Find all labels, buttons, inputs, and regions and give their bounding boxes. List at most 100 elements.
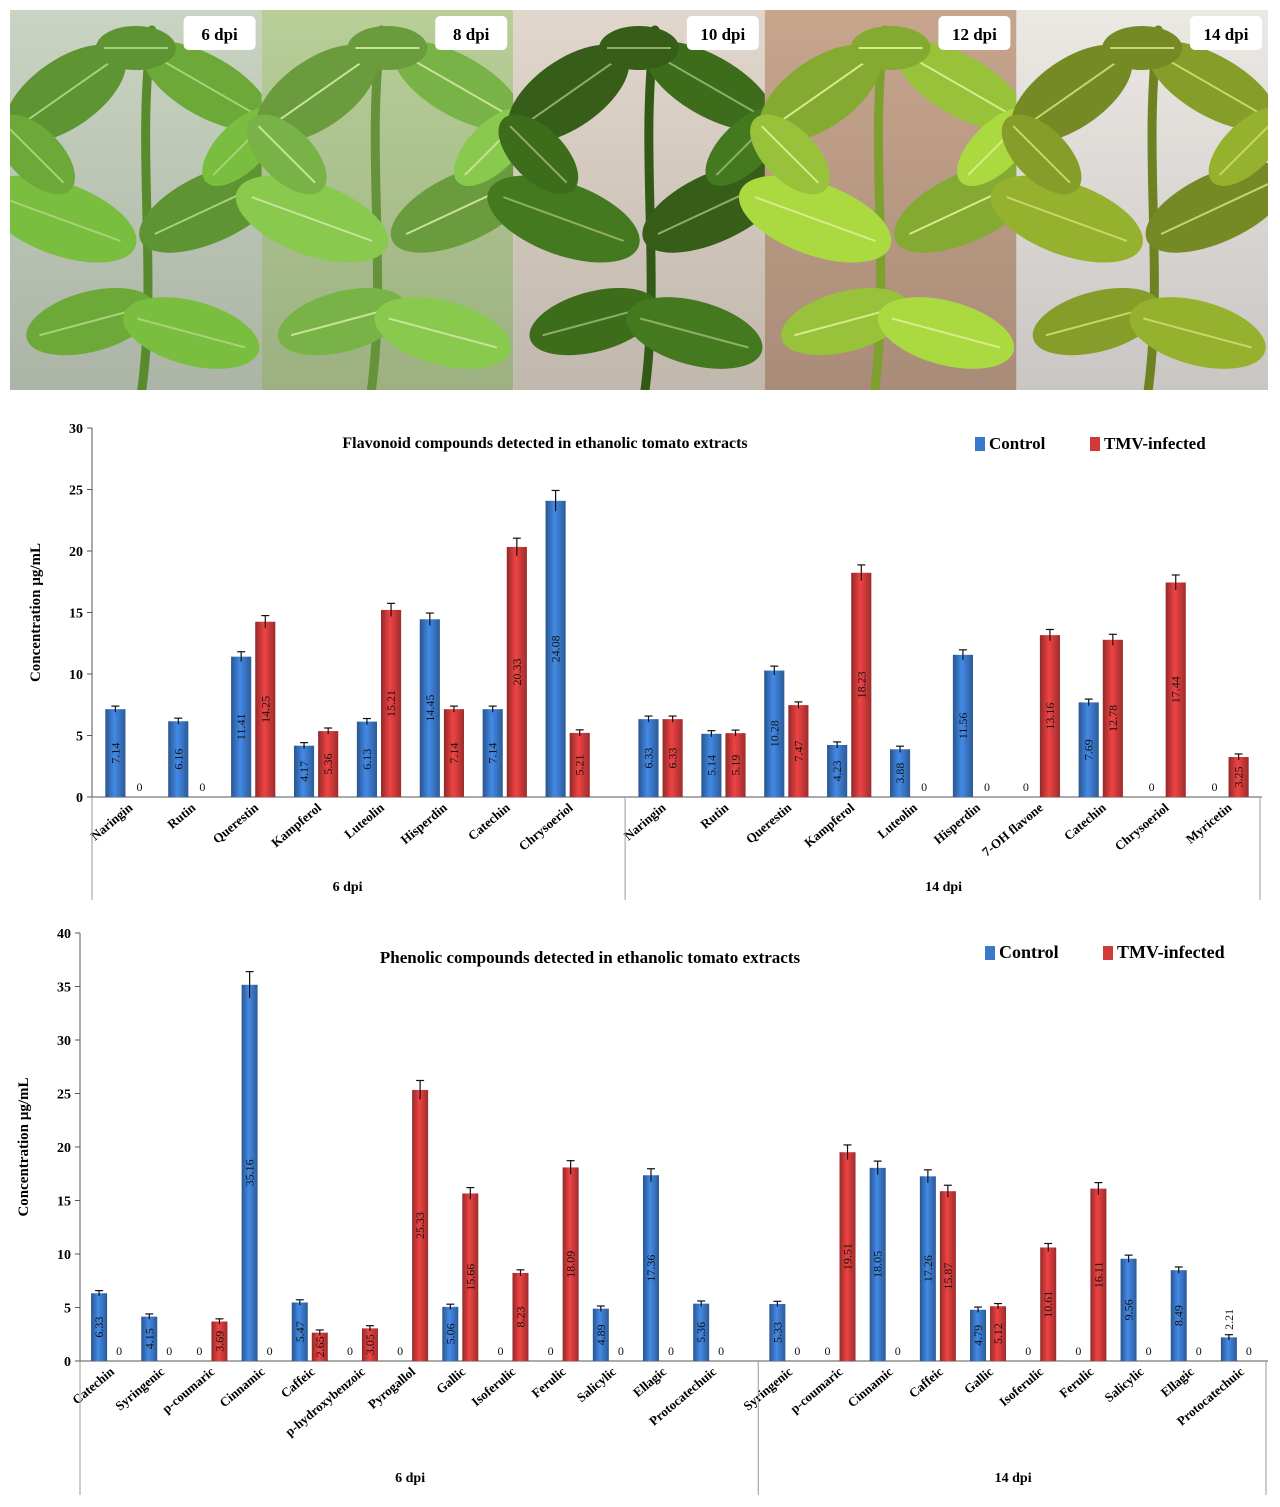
category-label: Kampferol xyxy=(801,800,857,851)
value-label: 18.23 xyxy=(854,671,868,698)
dpi-label-box xyxy=(686,16,759,50)
control-bar xyxy=(442,1306,459,1361)
category-label: Salicylic xyxy=(574,1364,619,1405)
category-label: Kampferol xyxy=(268,800,324,851)
control-bar xyxy=(638,719,659,797)
category-label: Naringin xyxy=(88,799,136,843)
control-bar xyxy=(769,1303,786,1361)
leaf-vein xyxy=(773,60,867,127)
category-label: Caffeic xyxy=(278,1364,318,1401)
leaf-vein xyxy=(0,196,121,242)
plant-stem xyxy=(870,25,890,395)
tmv-bar xyxy=(839,1152,856,1361)
control-bar xyxy=(291,1302,308,1361)
value-label: 13.16 xyxy=(1043,703,1057,730)
group-label: 14 dpi xyxy=(925,880,962,895)
leaf-vein xyxy=(251,196,373,242)
dpi-label-box xyxy=(938,16,1011,50)
zero-label: 0 xyxy=(116,1344,122,1358)
tmv-bar xyxy=(506,546,527,797)
category-label: Chrysoeriol xyxy=(516,800,576,854)
legend-swatch xyxy=(985,946,995,960)
y-axis-label: Concentration µg/mL xyxy=(16,1077,32,1216)
zero-label: 0 xyxy=(397,1344,403,1358)
value-label: 9.56 xyxy=(1122,1299,1136,1320)
value-label: 7.14 xyxy=(486,743,500,764)
value-label: 15.21 xyxy=(384,690,398,717)
dpi-label: 10 dpi xyxy=(700,25,745,44)
leaf-vein xyxy=(640,317,749,349)
control-bar xyxy=(356,721,377,797)
value-label: 7.47 xyxy=(791,741,805,762)
value-label: 4.89 xyxy=(594,1324,608,1345)
tmv-bar xyxy=(311,1332,328,1361)
control-bar xyxy=(1170,1270,1187,1361)
zero-label: 0 xyxy=(1146,1344,1152,1358)
control-bar xyxy=(545,500,566,797)
zero-label: 0 xyxy=(548,1344,554,1358)
dpi-label-box xyxy=(183,16,256,50)
category-label: Chrysoeriol xyxy=(1112,800,1172,854)
category-label: Hisperdin xyxy=(931,799,984,847)
value-label: 4.23 xyxy=(830,760,844,781)
tmv-bar xyxy=(361,1328,378,1361)
y-tick-label: 25 xyxy=(69,484,83,499)
tmv-bar xyxy=(990,1306,1007,1361)
value-label: 4.79 xyxy=(971,1325,985,1346)
dpi-label: 14 dpi xyxy=(1204,25,1249,44)
category-label: 7-OH flavone xyxy=(979,800,1046,860)
zero-label: 0 xyxy=(1023,780,1029,794)
dpi-label-box xyxy=(1190,16,1262,50)
leaf-vein xyxy=(136,317,246,349)
tmv-bar xyxy=(211,1321,228,1361)
chart-title: Phenolic compounds detected in ethanolic… xyxy=(380,948,801,967)
value-label: 35.16 xyxy=(243,1159,257,1186)
leaf-vein xyxy=(1006,196,1128,242)
value-label: 17.26 xyxy=(921,1255,935,1282)
zero-label: 0 xyxy=(825,1344,831,1358)
category-label: Catechin xyxy=(465,799,513,843)
value-label: 2.21 xyxy=(1222,1309,1236,1330)
tmv-bar xyxy=(1102,639,1123,797)
legend-label: Control xyxy=(999,942,1059,962)
category-label: Querestin xyxy=(210,799,262,846)
plant-photo: 14 dpi xyxy=(990,10,1280,395)
leaf-vein xyxy=(1162,56,1264,116)
group-label: 14 dpi xyxy=(995,1471,1032,1486)
value-label: 7.14 xyxy=(108,743,122,764)
value-label: 10.28 xyxy=(767,720,781,747)
category-label: p-coumaric xyxy=(159,1364,217,1416)
value-label: 8.49 xyxy=(1172,1305,1186,1326)
tmv-bar xyxy=(255,621,276,797)
legend-label: TMV-infected xyxy=(1117,942,1225,962)
category-label: Ellagic xyxy=(1158,1364,1197,1400)
plant-photo: 8 dpi xyxy=(235,10,536,395)
value-label: 25.33 xyxy=(413,1212,427,1239)
plant-photo: 10 dpi xyxy=(487,10,787,395)
tmv-bar xyxy=(512,1272,529,1361)
leaf-vein xyxy=(1025,60,1119,127)
value-label: 5.19 xyxy=(729,755,743,776)
category-label: Hisperdin xyxy=(398,799,451,847)
tmv-bar xyxy=(412,1089,429,1361)
value-label: 16.11 xyxy=(1091,1262,1105,1289)
photo-strip-svg: 6 dpi 8 dpi 10 dpi 12 dpi 14 dpi xyxy=(0,10,1280,395)
value-label: 10.61 xyxy=(1041,1291,1055,1318)
chart-svg: 0 5 10 15 20 25 30 Concentration µg/mL Flavonoid… xyxy=(28,422,1262,900)
dpi-label: 6 dpi xyxy=(201,25,238,44)
group-label: 6 dpi xyxy=(333,880,363,895)
category-label: Ellagic xyxy=(630,1364,669,1400)
zero-label: 0 xyxy=(895,1344,901,1358)
zero-label: 0 xyxy=(166,1344,172,1358)
value-label: 14.45 xyxy=(423,695,437,722)
value-label: 5.47 xyxy=(293,1321,307,1342)
control-bar xyxy=(141,1316,158,1361)
value-label: 17.36 xyxy=(644,1255,658,1282)
value-label: 6.33 xyxy=(666,748,680,769)
control-bar xyxy=(231,656,252,797)
leaf-vein xyxy=(18,60,112,127)
tmv-bar xyxy=(1090,1188,1107,1361)
leaf-vein xyxy=(1012,125,1071,184)
y-axis-label: Concentration µg/mL xyxy=(28,543,44,682)
value-label: 17.44 xyxy=(1169,676,1183,703)
